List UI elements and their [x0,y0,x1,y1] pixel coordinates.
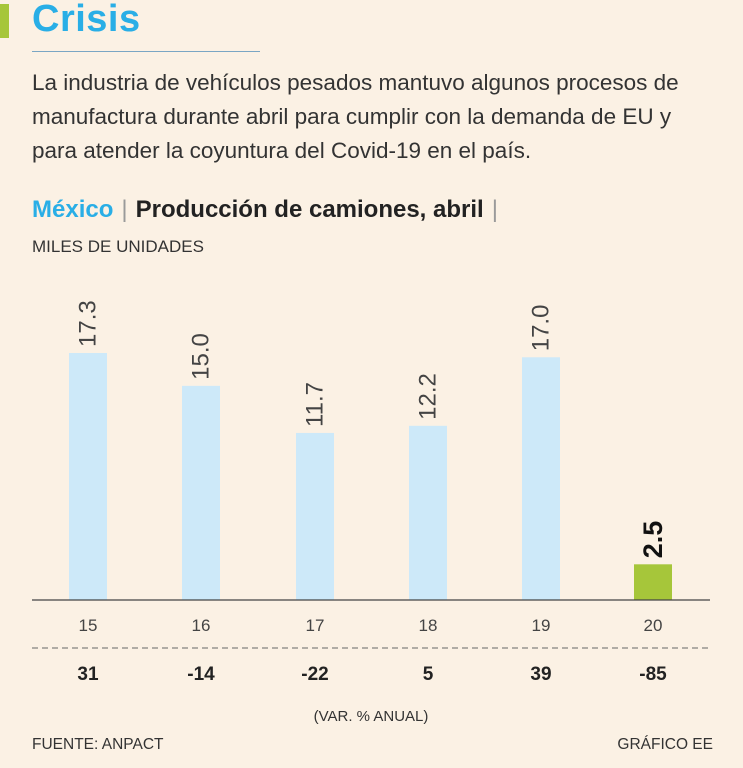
x-tick-label: 20 [644,616,663,635]
bar-15 [69,353,107,600]
x-tick-label: 15 [79,616,98,635]
description-text: La industria de vehículos pesados mantuv… [32,70,679,163]
variation-value: 39 [530,664,551,685]
x-tick-label: 18 [419,616,438,635]
source-note: FUENTE: ANPACT [32,736,164,753]
page-title: Crisis [32,0,141,40]
variation-caption: (VAR. % ANUAL) [314,708,429,725]
x-tick-label: 19 [532,616,551,635]
bar-value-label: 2.5 [638,521,668,559]
chart-country: México [32,196,114,223]
bar-18 [409,425,447,600]
heading-separator: | [121,196,128,223]
variation-value: -22 [301,664,328,685]
y-axis-unit-label: MILES DE UNIDADES [32,237,204,256]
bar-value-label: 17.0 [528,305,555,352]
bar-20 [634,564,672,600]
chart-title: Producción de camiones, abril [135,196,484,223]
chart-heading: México | Producción de camiones, abril | [32,196,506,224]
variation-value: 5 [423,664,434,685]
bar-value-label: 17.3 [75,300,102,347]
graphic-credit: GRÁFICO EE [617,736,713,753]
x-tick-label: 16 [192,616,211,635]
bar-value-label: 11.7 [302,382,329,427]
heading-separator-end: | [491,196,498,223]
bar-17 [296,432,334,600]
bar-value-label: 15.0 [188,333,215,380]
bar-19 [522,357,560,600]
title-divider [32,51,260,52]
variation-value: -14 [187,664,215,685]
variation-value: -85 [639,664,667,685]
bar-16 [182,385,220,600]
accent-bar [0,4,9,38]
x-tick-label: 17 [306,616,325,635]
variation-value: 31 [77,664,99,685]
bar-value-label: 12.2 [415,373,442,420]
